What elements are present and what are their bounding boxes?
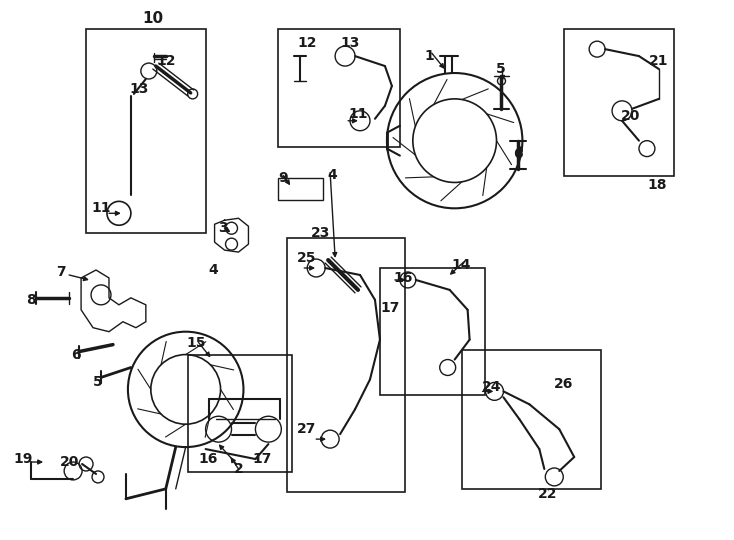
Text: 4: 4 <box>327 168 337 183</box>
Text: 11: 11 <box>91 201 111 215</box>
Text: 16: 16 <box>393 271 413 285</box>
Text: 20: 20 <box>59 455 79 469</box>
Bar <box>278 29 400 147</box>
Text: 20: 20 <box>621 109 641 123</box>
Text: 18: 18 <box>647 178 666 192</box>
Bar <box>380 268 484 395</box>
Text: 15: 15 <box>187 336 206 349</box>
Text: 6: 6 <box>71 348 81 362</box>
Text: 5: 5 <box>93 375 103 389</box>
Text: 17: 17 <box>252 452 272 466</box>
Bar <box>188 355 292 472</box>
Text: 12: 12 <box>156 54 175 68</box>
Text: 10: 10 <box>142 11 164 26</box>
Text: 1: 1 <box>425 49 435 63</box>
Text: 5: 5 <box>495 62 506 76</box>
Text: 14: 14 <box>452 258 471 272</box>
Text: 17: 17 <box>380 301 399 315</box>
Text: 23: 23 <box>310 226 330 240</box>
Text: 7: 7 <box>57 265 66 279</box>
Text: 8: 8 <box>26 293 36 307</box>
Text: 13: 13 <box>129 82 148 96</box>
Text: 19: 19 <box>14 452 33 466</box>
Text: 12: 12 <box>297 36 317 50</box>
Text: 27: 27 <box>297 422 316 436</box>
Text: 2: 2 <box>233 462 244 476</box>
Text: 9: 9 <box>278 172 288 185</box>
Text: 25: 25 <box>297 251 316 265</box>
Polygon shape <box>81 270 146 332</box>
Text: 21: 21 <box>649 54 669 68</box>
Bar <box>287 238 405 492</box>
Text: 26: 26 <box>553 377 573 392</box>
Text: 11: 11 <box>349 107 368 121</box>
Bar <box>278 179 323 200</box>
Bar <box>86 29 206 233</box>
Text: 3: 3 <box>218 221 228 235</box>
Text: 16: 16 <box>199 452 218 466</box>
Text: 22: 22 <box>537 487 557 501</box>
Bar <box>564 29 674 177</box>
Text: 13: 13 <box>341 36 360 50</box>
Text: 6: 6 <box>514 146 523 160</box>
Text: 24: 24 <box>482 380 501 394</box>
Bar <box>462 349 601 489</box>
Text: 4: 4 <box>208 263 219 277</box>
